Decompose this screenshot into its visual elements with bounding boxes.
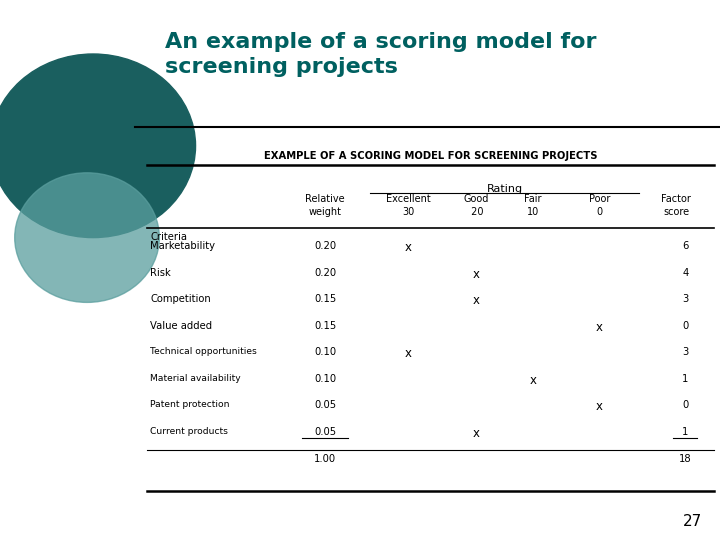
Text: x: x [596,400,603,413]
Text: 0.05: 0.05 [314,400,336,410]
Text: Rating: Rating [487,184,523,194]
Text: x: x [596,321,603,334]
Text: 1: 1 [682,427,688,437]
Text: Material availability: Material availability [150,374,241,383]
Text: 18: 18 [679,454,692,464]
Text: 6: 6 [682,241,688,252]
Text: Criteria: Criteria [150,232,187,242]
Text: Poor
0: Poor 0 [589,194,610,217]
Text: x: x [472,268,480,281]
Text: x: x [530,374,536,387]
Text: Fair
10: Fair 10 [524,194,542,217]
Text: 0.05: 0.05 [314,427,336,437]
Text: x: x [472,427,480,440]
Text: 0.20: 0.20 [314,268,336,278]
Text: Competition: Competition [150,294,211,305]
Text: 1.00: 1.00 [314,454,336,464]
Text: EXAMPLE OF A SCORING MODEL FOR SCREENING PROJECTS: EXAMPLE OF A SCORING MODEL FOR SCREENING… [264,151,598,161]
Text: 1: 1 [682,374,688,384]
Text: 0.10: 0.10 [314,374,336,384]
Text: 3: 3 [683,294,688,305]
Text: x: x [405,347,412,360]
Text: Good
 20: Good 20 [463,194,489,217]
Text: 0.15: 0.15 [314,294,336,305]
Text: 0: 0 [683,400,688,410]
Text: 27: 27 [683,514,702,529]
Text: Technical opportunities: Technical opportunities [150,347,257,356]
Text: An example of a scoring model for
screening projects: An example of a scoring model for screen… [166,32,597,77]
Text: x: x [405,241,412,254]
Text: 0.10: 0.10 [314,347,336,357]
Text: Risk: Risk [150,268,171,278]
Text: 3: 3 [683,347,688,357]
Text: Factor
score: Factor score [662,194,691,217]
Circle shape [14,173,159,302]
Text: Value added: Value added [150,321,212,331]
Text: 0: 0 [683,321,688,331]
Text: Excellent
30: Excellent 30 [386,194,431,217]
Text: 0.20: 0.20 [314,241,336,252]
Circle shape [0,54,196,238]
Text: 4: 4 [683,268,688,278]
Text: 0.15: 0.15 [314,321,336,331]
Text: Relative
weight: Relative weight [305,194,345,217]
Text: Patent protection: Patent protection [150,400,230,409]
Text: Current products: Current products [150,427,228,436]
Text: Marketability: Marketability [150,241,215,252]
Text: x: x [472,294,480,307]
